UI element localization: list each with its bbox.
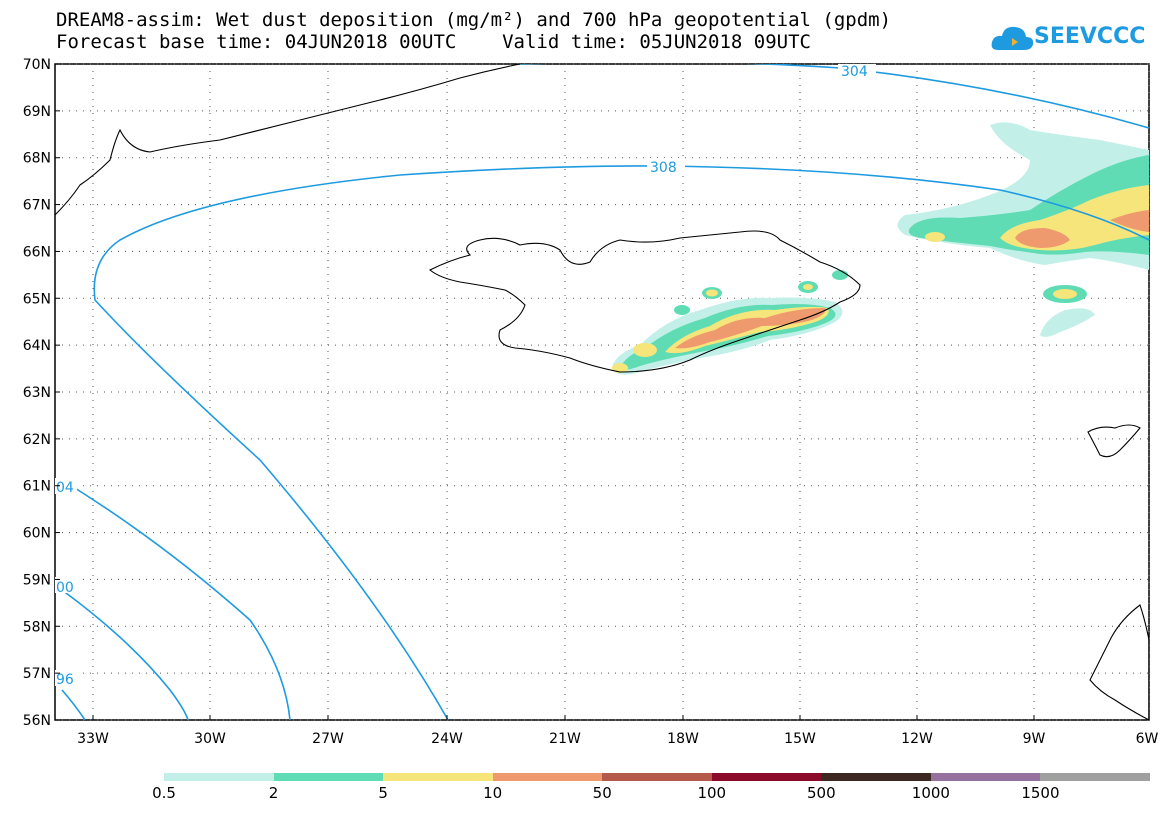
- contour-label-296: 96: [56, 672, 74, 688]
- lat-label: 63N: [23, 385, 51, 401]
- latitude-labels: 70N 69N 68N 67N 66N 65N 64N 63N 62N 61N 60N 59N 58N 5…: [23, 57, 60, 729]
- legend-label: 0.5: [152, 784, 176, 802]
- lon-label: 33W: [77, 731, 109, 747]
- lat-label: 66N: [23, 244, 51, 260]
- map-title: DREAM8-assim: Wet dust deposition (mg/m²…: [56, 9, 892, 31]
- lat-label: 70N: [23, 57, 51, 73]
- lat-label: 62N: [23, 432, 51, 448]
- lon-label: 9W: [1023, 731, 1046, 747]
- legend-label: 5: [378, 784, 388, 802]
- legend-color-swatch: [383, 773, 494, 781]
- lat-label: 56N: [23, 713, 51, 729]
- lat-label: 57N: [23, 666, 51, 682]
- lon-label: 24W: [431, 731, 463, 747]
- legend-label: 50: [592, 784, 612, 802]
- lat-label: 60N: [23, 526, 51, 542]
- legend-label: 1500: [1021, 784, 1060, 802]
- contour-label-304: 304: [841, 64, 868, 80]
- contour-label-308: 308: [650, 160, 677, 176]
- greenland-coast: [55, 64, 521, 216]
- lat-label: 67N: [23, 198, 51, 214]
- contour-labels: 304 308 04 00 96: [55, 64, 876, 688]
- longitude-labels: 33W 30W 27W 24W 21W 18W 15W 12W 9W 6W: [77, 715, 1159, 747]
- legend-label: 2: [268, 784, 279, 802]
- lon-label: 12W: [901, 731, 933, 747]
- contour-label-300: 00: [56, 580, 74, 596]
- legend-colorbar: [164, 773, 1151, 781]
- lat-label: 64N: [23, 338, 51, 354]
- legend-label: 1000: [911, 784, 950, 802]
- lat-label: 65N: [23, 291, 51, 307]
- lon-label: 27W: [312, 731, 344, 747]
- contour-label-304-left: 04: [56, 480, 74, 496]
- seevccc-logo: SEEVCCC: [990, 20, 1145, 60]
- legend-label: 10: [483, 784, 503, 802]
- map-subtitle-times: Forecast base time: 04JUN2018 00UTC Vali…: [56, 31, 811, 53]
- logo-text: SEEVCCC: [1034, 24, 1146, 49]
- lon-label: 30W: [194, 731, 226, 747]
- legend-color-swatch: [164, 773, 275, 781]
- lon-label: 6W: [1136, 731, 1159, 747]
- legend-label: 500: [807, 784, 836, 802]
- legend-color-swatch: [492, 773, 603, 781]
- lat-label: 68N: [23, 151, 51, 167]
- legend-color-swatch: [821, 773, 932, 781]
- color-legend: 0.5 2 5 10 50 100 500 1000 1500: [0, 770, 1175, 810]
- legend-color-swatch: [273, 773, 384, 781]
- legend-label: 100: [697, 784, 727, 802]
- legend-color-swatch: [1040, 773, 1151, 781]
- cloud-icon: [991, 26, 1034, 50]
- coastlines: [55, 64, 1149, 720]
- lon-label: 21W: [549, 731, 581, 747]
- lat-label: 69N: [23, 104, 51, 120]
- legend-color-swatch: [930, 773, 1041, 781]
- legend-color-swatch: [602, 773, 713, 781]
- scotland-coast: [1089, 604, 1149, 720]
- legend-color-swatch: [711, 773, 822, 781]
- lon-label: 15W: [784, 731, 816, 747]
- faroe-coast: [1087, 424, 1141, 458]
- lat-label: 58N: [23, 619, 51, 635]
- lat-label: 61N: [23, 479, 51, 495]
- lon-label: 18W: [667, 731, 699, 747]
- lat-label: 59N: [23, 572, 51, 588]
- iceland-coast: [428, 230, 861, 373]
